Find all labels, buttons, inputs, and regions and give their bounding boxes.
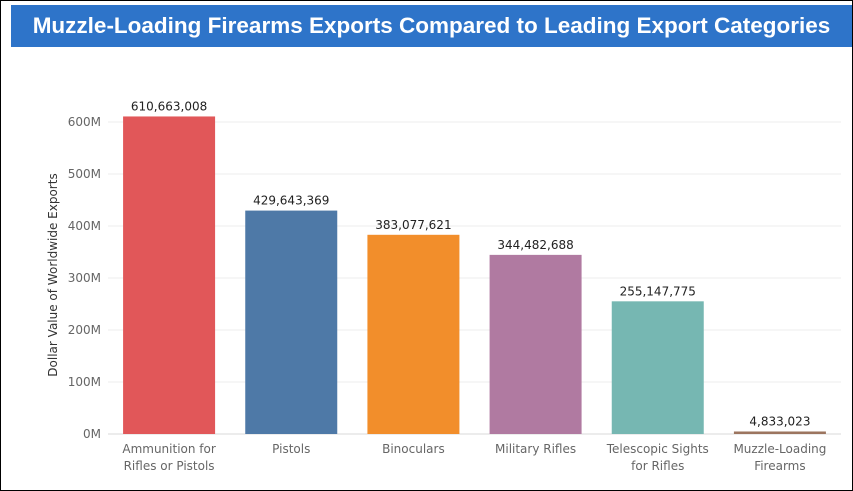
bar bbox=[245, 210, 338, 434]
data-label: 383,077,621 bbox=[375, 218, 451, 232]
y-tick-label: 500M bbox=[68, 167, 101, 181]
x-tick-label: Telescopic Sights bbox=[606, 442, 709, 456]
data-label: 344,482,688 bbox=[497, 238, 573, 252]
x-tick-label: for Rifles bbox=[631, 459, 684, 473]
data-label: 255,147,775 bbox=[620, 284, 696, 298]
bar bbox=[367, 234, 460, 434]
bar bbox=[733, 431, 826, 434]
x-tick-label: Firearms bbox=[754, 459, 805, 473]
y-tick-label: 100M bbox=[68, 375, 101, 389]
x-tick-label: Pistols bbox=[272, 442, 310, 456]
y-tick-label: 600M bbox=[68, 115, 101, 129]
x-tick-label: Rifles or Pistols bbox=[124, 459, 215, 473]
data-label: 610,663,008 bbox=[131, 99, 207, 113]
bar bbox=[123, 116, 216, 435]
x-tick-label: Military Rifles bbox=[495, 442, 576, 456]
y-axis-label: Dollar Value of Worldwide Exports bbox=[46, 173, 60, 376]
chart-title: Muzzle-Loading Firearms Exports Compared… bbox=[32, 13, 831, 38]
y-tick-label: 0M bbox=[83, 427, 101, 441]
data-label: 4,833,023 bbox=[749, 414, 810, 428]
bar bbox=[611, 301, 704, 434]
x-tick-label: Muzzle-Loading bbox=[733, 442, 826, 456]
x-tick-label: Ammunition for bbox=[122, 442, 216, 456]
y-tick-label: 400M bbox=[68, 219, 101, 233]
data-label: 429,643,369 bbox=[253, 194, 329, 208]
y-tick-label: 300M bbox=[68, 271, 101, 285]
title-bar: Muzzle-Loading Firearms Exports Compared… bbox=[11, 5, 852, 47]
y-tick-label: 200M bbox=[68, 323, 101, 337]
x-tick-label: Binoculars bbox=[382, 442, 445, 456]
bar bbox=[489, 254, 582, 434]
